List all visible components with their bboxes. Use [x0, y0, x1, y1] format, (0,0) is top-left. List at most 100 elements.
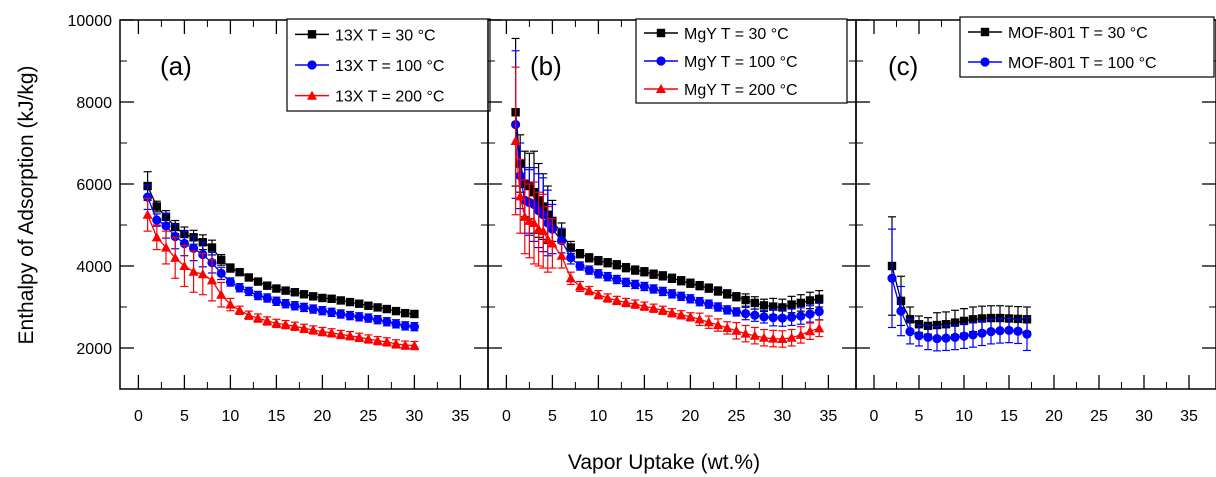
data-point	[574, 281, 586, 291]
data-point	[298, 323, 310, 333]
data-point	[217, 255, 226, 265]
data-point	[216, 289, 227, 299]
data-point	[612, 260, 621, 269]
data-point	[959, 316, 969, 326]
data-point	[602, 292, 613, 303]
data-point	[281, 299, 291, 309]
series-red	[142, 197, 420, 351]
x-tick-label: 25	[360, 408, 378, 425]
data-point	[262, 293, 272, 303]
data-point	[226, 263, 235, 273]
data-point	[216, 268, 226, 278]
x-tick-label: 20	[1045, 408, 1063, 425]
data-point	[713, 286, 723, 296]
legend: 13X T = 30 °C 13X T = 100 °C 13X T = 200 °…	[286, 18, 491, 112]
data-point	[676, 309, 687, 319]
data-point	[234, 305, 245, 315]
data-point	[796, 311, 806, 321]
legend: MgY T = 30 °C MgY T = 100 °C MgY T = 200 °…	[635, 18, 848, 104]
x-tick-label: 15	[268, 408, 286, 425]
data-point	[235, 267, 244, 277]
data-point	[777, 333, 788, 344]
panel-label: (c)	[888, 51, 918, 81]
data-point	[695, 281, 704, 290]
data-point	[584, 265, 594, 275]
data-point	[777, 313, 788, 323]
panel-2: 0 5 10 15 20 25 30 35 MgY T = 30 °C MgY T = 100 °…	[487, 18, 857, 425]
data-point	[611, 295, 622, 305]
data-point	[941, 333, 951, 343]
data-point	[143, 192, 153, 202]
data-point	[804, 326, 816, 336]
data-point	[354, 312, 364, 322]
legend-entry: MgY T = 30 °C	[684, 26, 789, 43]
data-point	[244, 286, 254, 297]
data-point	[197, 269, 208, 279]
panel-label: (b)	[530, 51, 562, 81]
data-point	[327, 294, 336, 303]
data-point	[914, 331, 924, 341]
data-point	[977, 314, 987, 323]
data-point	[225, 277, 235, 287]
data-point	[655, 83, 667, 94]
data-point	[950, 332, 960, 342]
data-point	[289, 321, 300, 331]
data-point	[528, 217, 540, 227]
data-point	[712, 320, 724, 330]
data-point	[950, 318, 960, 327]
data-point	[731, 307, 742, 317]
data-point	[207, 243, 217, 252]
x-tick-label: 30	[1135, 408, 1153, 425]
data-point	[932, 320, 942, 330]
x-tick-label: 10	[955, 408, 973, 425]
data-point	[326, 327, 337, 337]
data-point	[327, 307, 337, 317]
y-tick-label: 6000	[76, 177, 112, 194]
data-point	[676, 291, 686, 301]
data-point	[649, 270, 658, 279]
data-point	[290, 301, 300, 311]
data-point	[639, 301, 650, 311]
data-point	[768, 333, 779, 343]
data-point	[722, 305, 732, 315]
panel-1: 0 5 10 15 20 25 30 35 2000 4000 6000 8000 10000 13X T…	[68, 13, 491, 425]
data-point	[400, 321, 410, 331]
data-point	[566, 243, 575, 252]
data-point	[805, 296, 815, 305]
series-line	[514, 112, 820, 309]
data-point	[345, 297, 355, 307]
series-red	[510, 66, 825, 348]
data-point	[253, 277, 263, 286]
data-point	[750, 298, 759, 308]
data-point	[308, 304, 318, 314]
data-point	[656, 56, 666, 66]
data-point	[667, 274, 677, 283]
data-point	[179, 260, 190, 271]
data-point	[657, 305, 668, 315]
data-point	[995, 326, 1005, 336]
data-point	[235, 283, 245, 293]
data-point	[1004, 325, 1014, 335]
data-point	[409, 322, 419, 332]
data-point	[923, 332, 933, 342]
data-point	[262, 315, 273, 325]
data-point	[814, 323, 825, 333]
data-point	[317, 306, 327, 316]
x-tick-label: 35	[1180, 408, 1198, 425]
data-point	[373, 303, 382, 312]
x-tick-label: 10	[222, 408, 240, 425]
x-tick-label: 0	[134, 408, 143, 425]
data-point	[620, 297, 632, 307]
data-point	[685, 294, 696, 304]
data-point	[306, 90, 318, 100]
data-point	[400, 340, 411, 350]
legend-box	[959, 16, 1215, 78]
data-point	[409, 340, 420, 350]
data-point	[796, 298, 805, 308]
data-point	[161, 221, 171, 231]
data-point	[152, 202, 161, 211]
data-point	[1013, 326, 1023, 336]
data-point	[547, 238, 558, 248]
data-point	[225, 299, 236, 309]
